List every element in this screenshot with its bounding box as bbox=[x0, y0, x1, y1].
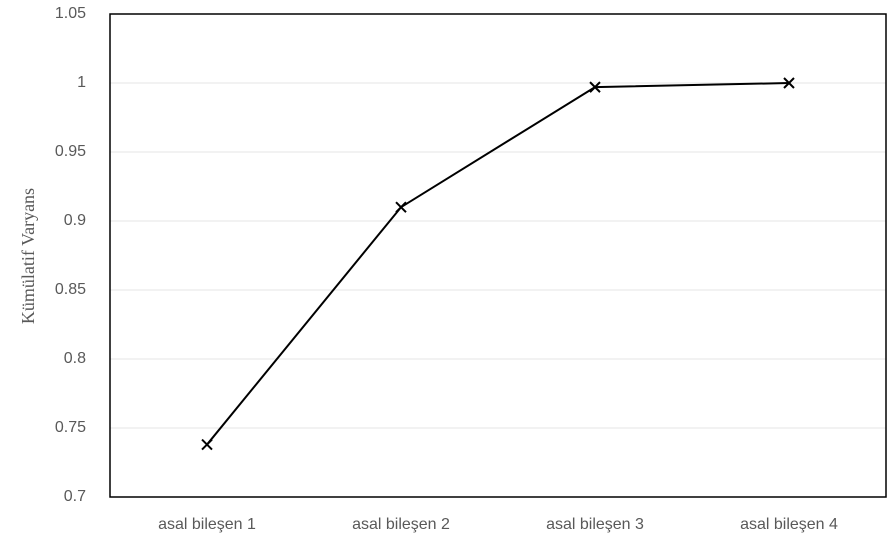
data-line bbox=[206, 82, 790, 446]
y-tick-label: 0.9 bbox=[64, 212, 86, 229]
x-tick-label: asal bileşen 2 bbox=[352, 516, 450, 533]
plot-border bbox=[109, 13, 887, 498]
y-axis-title: Kümülatif Varyans bbox=[18, 188, 38, 324]
y-tick-label: 1.05 bbox=[55, 5, 86, 22]
data-marker bbox=[589, 81, 601, 93]
y-tick-label: 0.75 bbox=[55, 419, 86, 436]
y-tick-label: 0.95 bbox=[55, 143, 86, 160]
y-tick-label: 0.8 bbox=[64, 350, 86, 367]
x-tick-label: asal bileşen 1 bbox=[158, 516, 256, 533]
y-tick-label: 1 bbox=[77, 74, 86, 91]
y-tick-label: 0.7 bbox=[64, 488, 86, 505]
x-tick-label: asal bileşen 4 bbox=[740, 516, 838, 533]
x-tick-label: asal bileşen 3 bbox=[546, 516, 644, 533]
y-tick-label: 0.85 bbox=[55, 281, 86, 298]
data-marker bbox=[783, 77, 795, 89]
data-marker bbox=[395, 201, 407, 213]
data-marker bbox=[201, 438, 213, 451]
